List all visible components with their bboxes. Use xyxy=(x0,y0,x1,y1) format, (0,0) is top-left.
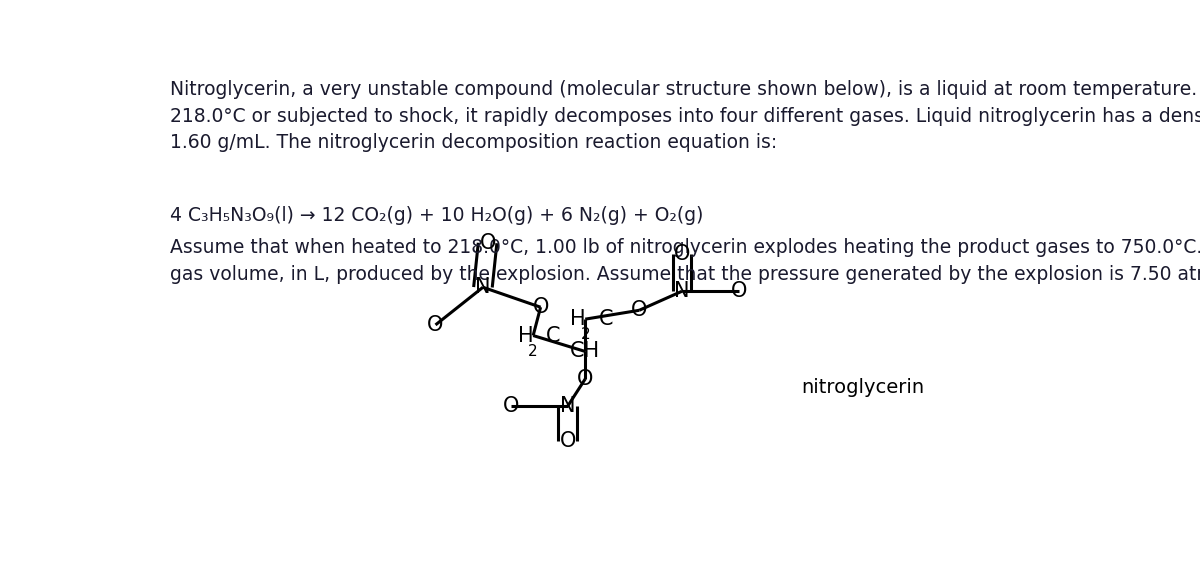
Text: O: O xyxy=(577,369,594,389)
Text: 2: 2 xyxy=(581,327,590,342)
Text: N: N xyxy=(560,396,575,416)
Text: N: N xyxy=(674,281,690,301)
Text: C: C xyxy=(546,325,560,346)
Text: C: C xyxy=(599,309,613,329)
Text: O: O xyxy=(480,233,496,253)
Text: O: O xyxy=(731,281,746,301)
Text: Nitroglycerin, a very unstable compound (molecular structure shown below), is a : Nitroglycerin, a very unstable compound … xyxy=(170,80,1200,152)
Text: O: O xyxy=(673,244,690,263)
Text: O: O xyxy=(503,396,520,416)
Text: nitroglycerin: nitroglycerin xyxy=(802,378,924,397)
Text: CH: CH xyxy=(570,342,600,362)
Text: O: O xyxy=(631,300,647,320)
Text: H: H xyxy=(517,325,533,346)
Text: O: O xyxy=(427,315,444,335)
Text: 4 C₃H₅N₃O₉(l) → 12 CO₂(g) + 10 H₂O(g) + 6 N₂(g) + O₂(g): 4 C₃H₅N₃O₉(l) → 12 CO₂(g) + 10 H₂O(g) + … xyxy=(170,206,704,225)
Text: O: O xyxy=(533,297,548,317)
Text: Assume that when heated to 218.0°C, 1.00 lb of nitroglycerin explodes heating th: Assume that when heated to 218.0°C, 1.00… xyxy=(170,238,1200,283)
Text: N: N xyxy=(475,277,491,297)
Text: H: H xyxy=(570,309,586,329)
Text: O: O xyxy=(559,431,576,451)
Text: 2: 2 xyxy=(528,343,538,358)
